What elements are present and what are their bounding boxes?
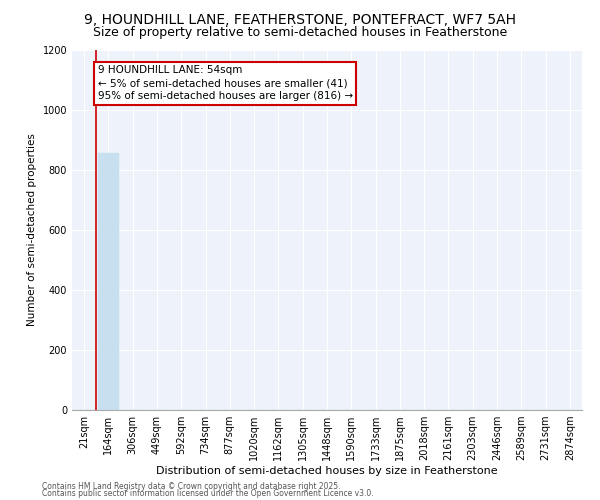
Text: Size of property relative to semi-detached houses in Featherstone: Size of property relative to semi-detach…	[93, 26, 507, 39]
Text: Contains HM Land Registry data © Crown copyright and database right 2025.: Contains HM Land Registry data © Crown c…	[42, 482, 341, 491]
Text: 9, HOUNDHILL LANE, FEATHERSTONE, PONTEFRACT, WF7 5AH: 9, HOUNDHILL LANE, FEATHERSTONE, PONTEFR…	[84, 12, 516, 26]
X-axis label: Distribution of semi-detached houses by size in Featherstone: Distribution of semi-detached houses by …	[156, 466, 498, 476]
Bar	[98, 153, 119, 410]
Y-axis label: Number of semi-detached properties: Number of semi-detached properties	[27, 134, 37, 326]
Text: Contains public sector information licensed under the Open Government Licence v3: Contains public sector information licen…	[42, 489, 374, 498]
Text: 9 HOUNDHILL LANE: 54sqm
← 5% of semi-detached houses are smaller (41)
95% of sem: 9 HOUNDHILL LANE: 54sqm ← 5% of semi-det…	[97, 65, 353, 102]
